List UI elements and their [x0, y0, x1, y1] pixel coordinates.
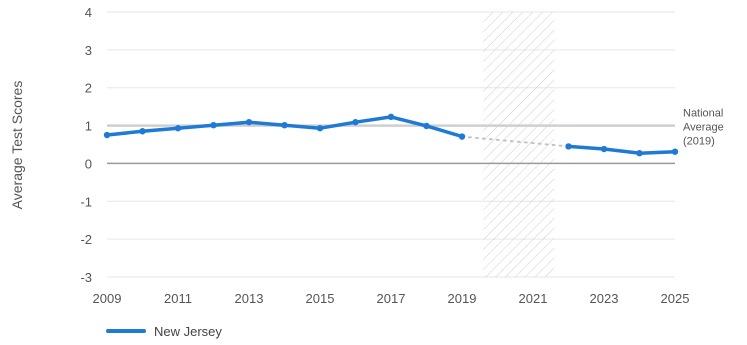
- data-point-new-jersey-2022: [565, 143, 572, 150]
- x-tick-2023: 2023: [590, 291, 619, 306]
- data-point-new-jersey-2023: [600, 145, 608, 153]
- y-tick--3: -3: [80, 270, 92, 285]
- x-tick-2021: 2021: [519, 291, 548, 306]
- national-average-label-line-3: (2019): [683, 136, 715, 148]
- national-average-label-line-2: Average: [683, 122, 724, 134]
- data-point-new-jersey-2011: [174, 125, 182, 132]
- series-line-new-jersey-after-gap: [566, 144, 677, 155]
- series-layer: [103, 113, 679, 157]
- y-tick-0: 0: [85, 156, 92, 171]
- hatched-region-layer: [483, 12, 555, 277]
- data-point-new-jersey-2017: [387, 113, 395, 121]
- national-average-label-line-1: National: [683, 108, 723, 120]
- y-tick-4: 4: [85, 5, 92, 20]
- data-point-new-jersey-2024: [636, 150, 643, 157]
- data-point-new-jersey-2015: [316, 125, 324, 132]
- y-tick-2: 2: [85, 81, 92, 96]
- data-point-new-jersey-2025: [671, 148, 679, 155]
- data-point-new-jersey-2016: [352, 118, 359, 126]
- data-point-new-jersey-2018: [423, 122, 430, 130]
- y-axis-label: Average Test Scores: [9, 81, 25, 210]
- x-tick-2015: 2015: [306, 291, 335, 306]
- legend: New Jersey: [106, 324, 222, 339]
- hatched-region: [483, 12, 555, 277]
- y-tick-1: 1: [85, 119, 92, 134]
- data-point-new-jersey-2019: [458, 133, 466, 140]
- x-tick-2017: 2017: [377, 291, 406, 306]
- x-tick-2019: 2019: [448, 291, 477, 306]
- y-tick-3: 3: [85, 43, 92, 58]
- data-point-new-jersey-2012: [210, 121, 217, 129]
- x-tick-2013: 2013: [235, 291, 264, 306]
- x-tick-2011: 2011: [164, 291, 192, 306]
- annotation-layer: National Average (2019): [683, 108, 724, 148]
- legend-label-new-jersey: New Jersey: [154, 324, 222, 339]
- data-point-new-jersey-2013: [245, 118, 253, 126]
- data-point-new-jersey-2009: [103, 131, 111, 139]
- x-tick-2009: 2009: [93, 291, 122, 306]
- x-tick-2025: 2025: [661, 291, 690, 306]
- y-tick--2: -2: [80, 232, 92, 247]
- y-tick--1: -1: [80, 194, 92, 209]
- grid-layer: [107, 11, 675, 278]
- data-point-new-jersey-2014: [281, 121, 288, 129]
- data-point-new-jersey-2010: [139, 128, 146, 135]
